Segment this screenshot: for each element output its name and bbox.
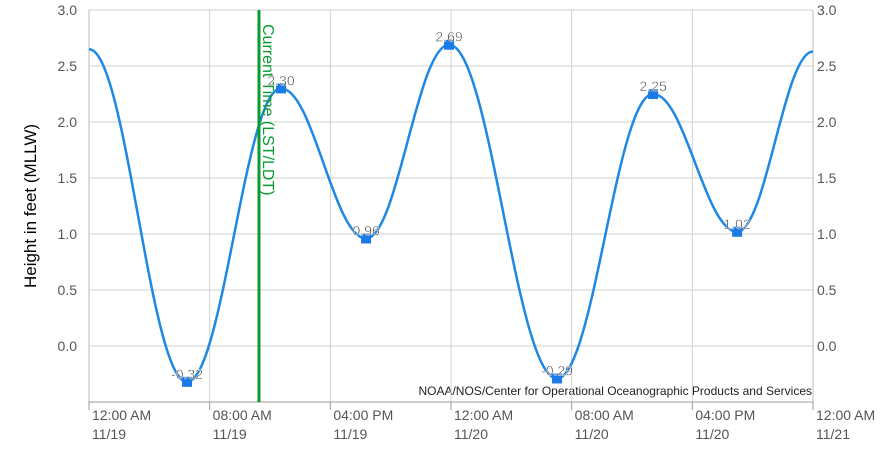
x-tick-line: 08:00 AM [575,407,634,423]
y-tick-label: 1.5 [58,170,78,186]
y2-tick-label: 1.0 [817,226,837,242]
y-tick-label: 3.0 [58,2,78,18]
x-tick-label: 04:00 PM 11/20 [695,407,755,442]
y-tick-label: 2.0 [58,114,78,130]
y2-tick-label: 2.5 [817,58,837,74]
x-tick-line: 11/19 [92,426,126,442]
hilo-marker [444,39,455,50]
y-tick-label: 2.5 [58,58,78,74]
x-tick-label: 12:00 AM 11/21 [816,407,875,442]
hilo-marker [732,226,743,237]
x-tick-line: 11/19 [333,426,367,442]
y-axis-label: Height in feet (MLLW) [21,124,40,288]
y-tick-label: 0.0 [58,338,78,354]
x-tick-label: 08:00 AM 11/19 [213,407,272,442]
hilo-marker [182,376,193,387]
value-label: 2.25 [639,78,666,94]
x-tick-line: 11/21 [816,426,850,442]
hilo-marker [361,233,372,244]
value-label: -0.32 [171,366,203,382]
x-tick-line: 12:00 AM [816,407,875,423]
x-tick-label: 12:00 AM 11/19 [92,407,151,442]
y2-tick-label: 2.0 [817,114,837,130]
hilo-marker [552,373,563,384]
current-time-label: Current Time (LST/LDT) [259,24,276,196]
x-tick-line: 11/20 [454,426,488,442]
x-tick-line: 11/20 [575,426,609,442]
y2-tick-label: 1.5 [817,170,837,186]
value-label: -0.29 [541,362,573,378]
x-tick-line: 04:00 PM [695,407,755,423]
value-label: 0.96 [352,222,379,238]
y-tick-label: 0.5 [58,282,78,298]
x-tick-line: 11/19 [213,426,247,442]
value-label: 2.69 [435,29,462,45]
hilo-marker [276,83,287,94]
y2-tick-label: 0.0 [817,338,837,354]
x-tick-label: 08:00 AM 11/20 [575,407,634,442]
y2-tick-label: 0.5 [817,282,837,298]
value-label: 1.02 [724,216,751,232]
x-tick-label: 12:00 AM 11/20 [454,407,513,442]
credit: NOAA/NOS/Center for Operational Oceanogr… [418,384,812,398]
x-tick-line: 04:00 PM [333,407,393,423]
y-tick-label: 1.0 [58,226,78,242]
x-tick-line: 12:00 AM [92,407,151,423]
value-label: 2.30 [267,72,294,88]
x-tick-label: 04:00 PM 11/19 [333,407,393,442]
x-tick-line: 12:00 AM [454,407,513,423]
x-tick-line: 11/20 [695,426,729,442]
y2-tick-label: 3.0 [817,2,837,18]
hilo-marker [648,89,659,99]
x-tick-line: 08:00 AM [213,407,272,423]
